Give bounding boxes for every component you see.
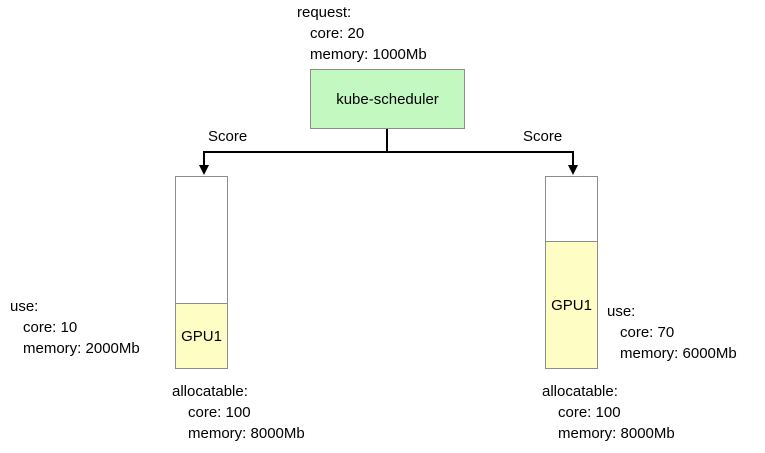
arrow-down-right-icon [568, 165, 578, 175]
connector-right-drop-line [572, 151, 574, 166]
use-left-title: use: [10, 298, 39, 315]
use-right-title: use: [607, 303, 636, 320]
connector-left-drop-line [203, 151, 205, 166]
score-label-right: Score [523, 128, 563, 145]
arrow-down-left-icon [199, 165, 209, 175]
use-block-right: use: core: 70 memory: 6000Mb [607, 301, 737, 364]
use-right-memory: memory: 6000Mb [620, 345, 737, 362]
request-title: request: [297, 4, 352, 21]
request-core: core: 20 [310, 25, 365, 42]
allocatable-right-core: core: 100 [558, 404, 621, 421]
allocatable-right-memory: memory: 8000Mb [558, 425, 675, 442]
request-memory: memory: 1000Mb [310, 46, 427, 63]
use-left-core: core: 10 [23, 319, 78, 336]
connector-horizontal-line [203, 151, 573, 153]
kube-scheduler-label: kube-scheduler [336, 90, 439, 108]
score-label-left: Score [208, 128, 248, 145]
use-left-memory: memory: 2000Mb [23, 340, 140, 357]
gpu-right-label: GPU1 [551, 296, 592, 314]
allocatable-block-left: allocatable: core: 100 memory: 8000Mb [172, 381, 305, 444]
connector-stem-line [386, 129, 388, 152]
request-block: request: core: 20 memory: 1000Mb [297, 2, 427, 65]
kube-scheduler-box: kube-scheduler [310, 69, 465, 129]
gpu-left-box: GPU1 [175, 303, 228, 369]
gpu-left-label: GPU1 [181, 327, 222, 345]
use-right-core: core: 70 [620, 324, 675, 341]
node-left-box: GPU1 [175, 176, 228, 369]
node-right-box: GPU1 [545, 176, 598, 369]
use-block-left: use: core: 10 memory: 2000Mb [10, 296, 140, 359]
gpu-right-box: GPU1 [545, 241, 598, 369]
allocatable-block-right: allocatable: core: 100 memory: 8000Mb [542, 381, 675, 444]
allocatable-left-title: allocatable: [172, 383, 248, 400]
allocatable-left-memory: memory: 8000Mb [188, 425, 305, 442]
allocatable-left-core: core: 100 [188, 404, 251, 421]
allocatable-right-title: allocatable: [542, 383, 618, 400]
